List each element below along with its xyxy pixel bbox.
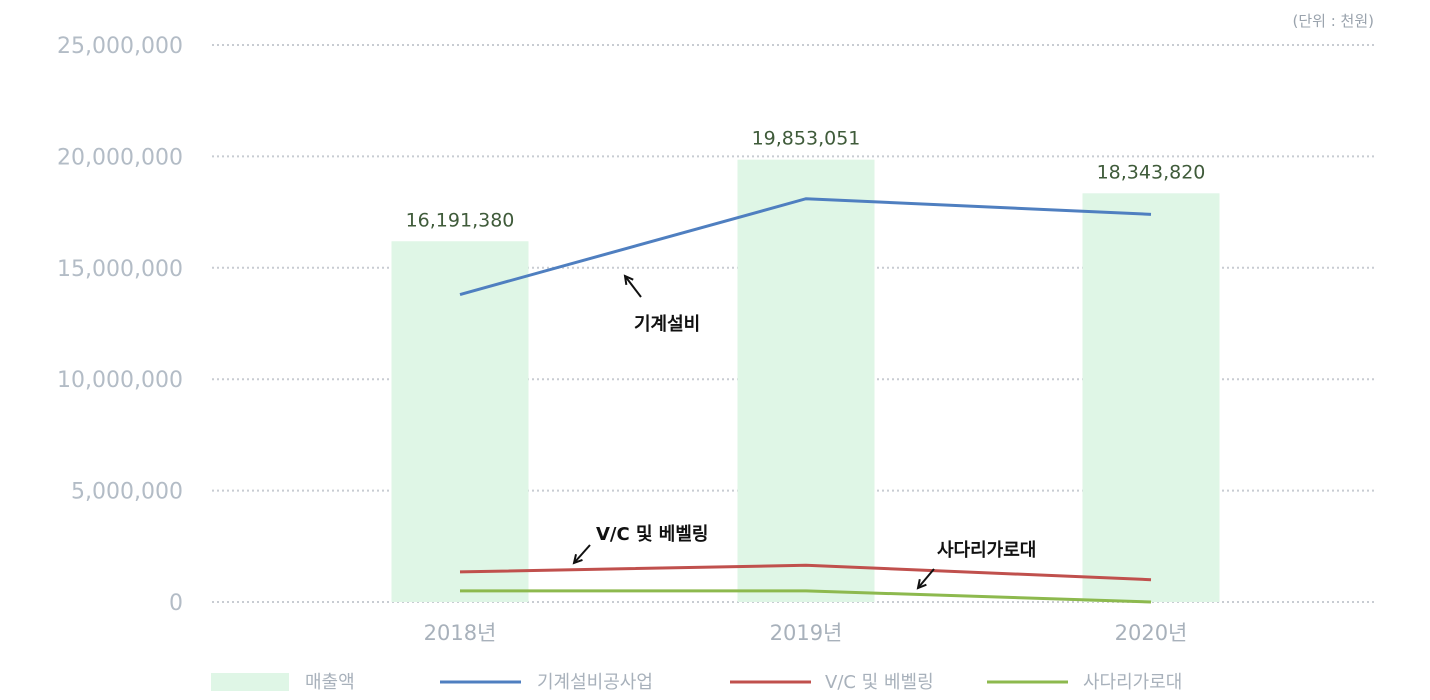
annotation-text: V/C 및 베벨링: [596, 524, 709, 545]
y-tick-label: 10,000,000: [57, 368, 183, 393]
annotation-arrowhead: [623, 274, 634, 286]
annotation-arrowhead: [572, 554, 583, 565]
legend-label: 매출액: [305, 672, 355, 693]
bar-sales: [737, 159, 875, 603]
unit-label: (단위 : 천원): [1292, 12, 1375, 30]
bar-sales: [1082, 193, 1220, 603]
bar-sales: [391, 241, 529, 603]
bar-data-label: 18,343,820: [1097, 161, 1206, 183]
x-tick-label: 2020년: [1115, 621, 1188, 645]
y-tick-label: 0: [169, 591, 183, 616]
annotation-arrowhead: [916, 578, 927, 590]
bar-data-label: 19,853,051: [752, 128, 861, 150]
y-tick-label: 5,000,000: [71, 480, 183, 505]
annotation-text: 기계설비: [634, 314, 700, 335]
y-tick-label: 15,000,000: [57, 257, 183, 282]
annotation-arrow: [573, 544, 591, 564]
series-line: [459, 197, 1152, 296]
series-line: [459, 563, 1152, 582]
legend-label: V/C 및 베벨링: [825, 672, 934, 693]
y-tick-label: 25,000,000: [57, 34, 183, 59]
legend-label: 기계설비공사업: [537, 672, 653, 693]
annotation-text: 사다리가로대: [937, 540, 1036, 561]
y-tick-label: 20,000,000: [57, 145, 183, 170]
x-tick-label: 2018년: [424, 621, 497, 645]
x-tick-label: 2019년: [770, 621, 843, 645]
annotation-arrow: [917, 568, 935, 589]
series-line: [460, 589, 1152, 604]
annotation-arrow: [624, 275, 642, 298]
bar-data-label: 16,191,380: [406, 209, 515, 231]
legend-swatch: [211, 673, 289, 691]
legend-label: 사다리가로대: [1083, 672, 1182, 693]
